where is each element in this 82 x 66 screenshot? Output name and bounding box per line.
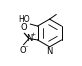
Text: N: N: [46, 47, 53, 56]
Text: O: O: [20, 46, 26, 55]
Text: ⁻: ⁻: [25, 45, 29, 51]
Text: O: O: [20, 23, 27, 32]
Text: +: +: [31, 32, 36, 37]
Text: N: N: [26, 34, 32, 43]
Text: HO: HO: [18, 15, 30, 24]
